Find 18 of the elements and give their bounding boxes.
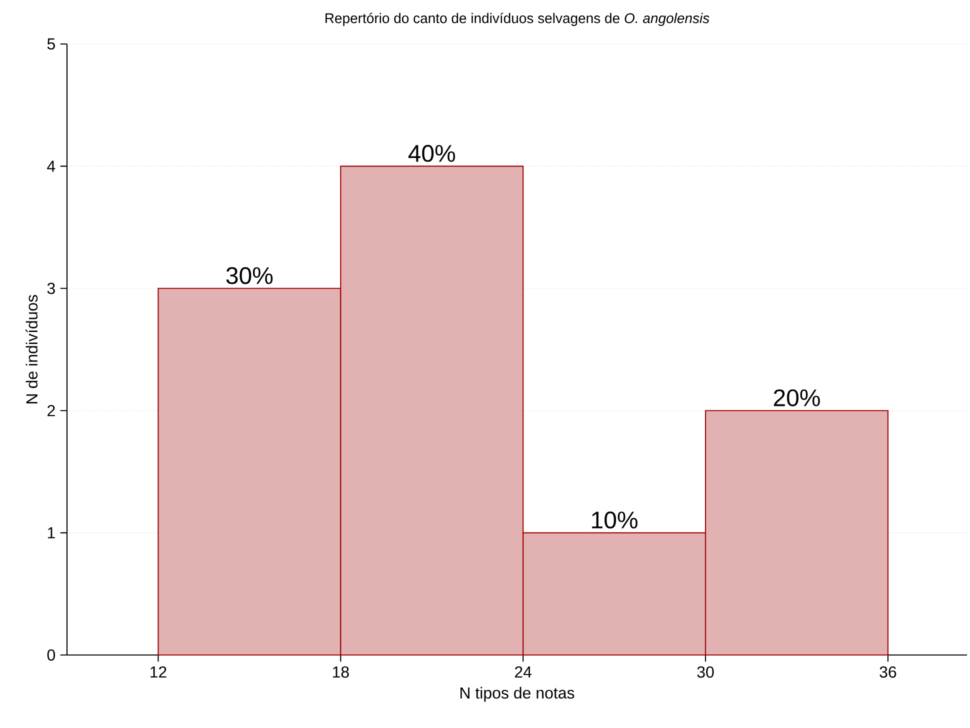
chart-title: Repertório do canto de indivíduos selvagens de O. angolensis: [326, 12, 710, 26]
x-axis-title: N tipos de notas: [460, 686, 574, 702]
annotation: 20%: [774, 389, 820, 406]
y-tick-label: 5: [47, 38, 55, 50]
annotation: 40%: [408, 144, 456, 162]
y-tick-label: 4: [47, 160, 56, 172]
x-tick-label: 36: [880, 666, 896, 678]
y-axis-title: N de indivíduos: [26, 294, 38, 404]
x-tick-label: 24: [514, 666, 532, 678]
x-tick-label: 30: [697, 666, 714, 678]
annotation: 30%: [226, 267, 273, 284]
x-tick-label: 18: [332, 666, 349, 678]
y-tick-label: 0: [47, 649, 56, 661]
x-tick-label: 12: [150, 666, 166, 678]
y-tick-label: 3: [47, 282, 55, 294]
annotation: 10%: [592, 512, 638, 529]
y-tick-label: 2: [48, 405, 55, 416]
y-tick-label: 1: [48, 527, 55, 538]
